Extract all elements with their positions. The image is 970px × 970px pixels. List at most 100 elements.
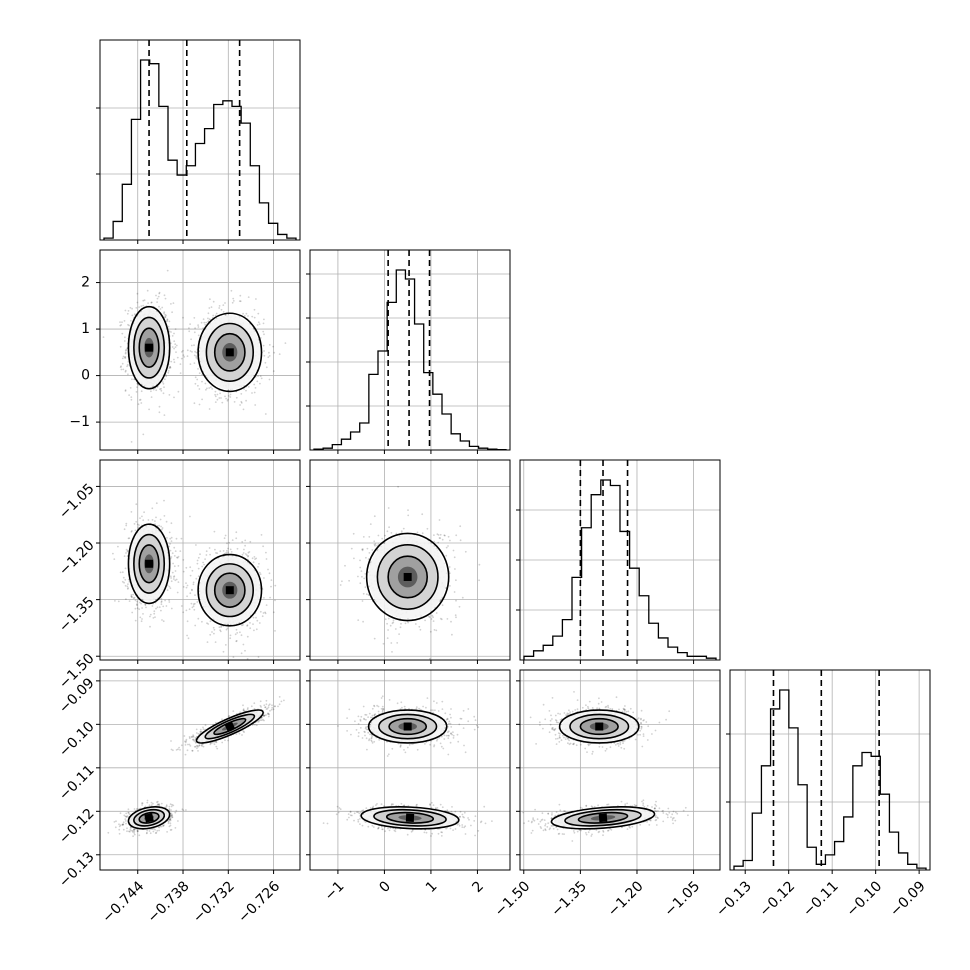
panel-0-3-density-1 xyxy=(195,709,264,744)
panel-0-1-contour-0-2 xyxy=(138,327,160,369)
panel-1-3-peak-0 xyxy=(403,722,412,731)
panel-2-3-density-1 xyxy=(550,806,656,830)
xtick-label-3-3: −0.10 xyxy=(844,878,886,920)
panel-1-3-frame xyxy=(309,669,511,871)
panel-0-1-contour-0-1 xyxy=(133,316,166,379)
panel-0-2-frame xyxy=(99,459,301,661)
ytick-label-2-2: −1.20 xyxy=(56,537,98,579)
panel-0-2-contour-1-2 xyxy=(213,572,246,608)
panel-1-2-density-0 xyxy=(365,532,450,622)
scatter-panel-2-3 xyxy=(516,669,721,874)
xtick-label-2-3: −1.05 xyxy=(662,878,704,920)
xtick-label-3-2: −0.11 xyxy=(800,878,842,920)
hist-panel-0 xyxy=(96,39,301,244)
xtick-label-1-3: 2 xyxy=(469,878,487,896)
panel-0-1-density-0 xyxy=(127,305,171,390)
xtick-label-0-0: −0.744 xyxy=(99,878,147,926)
panel-0-2-contour-1-1 xyxy=(205,563,255,618)
hist-panel-1 xyxy=(306,249,511,454)
panel-0-3-density-0 xyxy=(127,806,171,830)
xtick-label-3-4: −0.09 xyxy=(887,878,929,920)
xtick-label-2-0: −1.50 xyxy=(492,878,534,920)
panel-0-1-contour-0-0 xyxy=(127,305,171,390)
panel-2-3-frame xyxy=(519,669,721,871)
scatter-panel-1-3 xyxy=(306,669,511,874)
panel-0-1-peak-0 xyxy=(145,343,154,352)
panel-2-3-contour-1-2 xyxy=(577,811,629,824)
panel-0-2-contour-0-2 xyxy=(138,544,160,584)
hist-2-steps xyxy=(523,479,717,660)
panel-0-3-frame xyxy=(99,669,301,871)
panel-1-2-contour-0-2 xyxy=(387,555,429,599)
panel-1-3-contour-0-1 xyxy=(378,713,438,740)
xtick-label-3-1: −0.12 xyxy=(757,878,799,920)
panel-0-2-contour-1-0 xyxy=(197,553,263,627)
panel-1-3-density-1 xyxy=(360,806,460,830)
panel-0-1-contour-1-2 xyxy=(213,332,246,372)
panel-2-3-peak-1 xyxy=(598,813,608,823)
panel-0-2-peak-0 xyxy=(145,559,154,568)
panel-2-3-contour-1-0 xyxy=(550,806,656,830)
panel-1-2-peak-0 xyxy=(403,572,412,581)
panel-2-3-density-0 xyxy=(558,709,640,744)
panel-1-3-contour-0-2 xyxy=(388,717,428,736)
scatter-panel-0-2 xyxy=(96,459,301,664)
panel-2-3-contour-0-2 xyxy=(579,717,619,736)
hist-1-steps xyxy=(313,269,507,450)
panel-0-1-contour-1-1 xyxy=(205,322,255,382)
ytick-label-1-2: 1 xyxy=(81,321,90,337)
ytick-label-1-0: −1 xyxy=(69,414,90,430)
panel-0-2-contour-0-0 xyxy=(127,523,171,605)
xtick-label-0-3: −0.726 xyxy=(235,878,283,926)
panel-0-1-peak-1 xyxy=(225,348,234,357)
panel-1-2-contour-0-1 xyxy=(376,544,439,610)
ytick-label-1-1: 0 xyxy=(81,368,90,384)
xtick-label-0-2: −0.732 xyxy=(190,878,238,926)
panel-0-2-contour-0-1 xyxy=(133,533,166,594)
panel-0-3-peak-0 xyxy=(144,813,154,823)
panel-1-3-peak-1 xyxy=(405,813,415,823)
scatter-panel-1-2 xyxy=(306,459,511,664)
panel-1-2-contour-0-0 xyxy=(365,532,450,622)
hist-1-frame xyxy=(309,249,511,451)
panel-2-3-contour-1-1 xyxy=(564,808,642,827)
panel-2-3-peak-0 xyxy=(595,722,604,731)
panel-0-3-contour-1-2 xyxy=(213,717,247,736)
panel-1-3-density-0 xyxy=(367,709,448,744)
xtick-label-2-1: −1.35 xyxy=(548,878,590,920)
panel-0-3-contour-0-1 xyxy=(133,808,166,827)
xtick-label-0-1: −0.738 xyxy=(145,878,193,926)
xtick-label-1-1: 0 xyxy=(376,878,394,896)
hist-0-steps xyxy=(103,59,297,240)
panel-0-2-density-0 xyxy=(127,523,171,605)
hist-3-frame xyxy=(729,669,931,871)
scatter-panel-0-3 xyxy=(96,669,301,874)
scatter-panel-0-1 xyxy=(96,249,301,454)
ytick-label-3-3: −0.10 xyxy=(56,719,98,761)
xtick-label-3-0: −0.13 xyxy=(713,878,755,920)
panel-2-3-contour-0-1 xyxy=(569,713,630,740)
panel-0-2-density-1 xyxy=(197,553,263,627)
ytick-label-2-3: −1.05 xyxy=(56,481,98,523)
panel-0-2-peak-1 xyxy=(225,586,234,595)
hist-panel-3 xyxy=(726,669,931,874)
panel-1-3-contour-1-1 xyxy=(373,808,447,827)
panel-1-3-contour-1-0 xyxy=(360,806,460,830)
panel-0-3-contour-0-0 xyxy=(127,806,171,830)
hist-3-steps xyxy=(733,689,927,870)
xtick-label-1-2: 1 xyxy=(423,878,441,896)
panel-0-3-contour-1-0 xyxy=(195,709,264,744)
xtick-label-2-2: −1.20 xyxy=(605,878,647,920)
panel-1-2-frame xyxy=(309,459,511,661)
ytick-label-3-0: −0.13 xyxy=(56,849,98,891)
panel-0-1-frame xyxy=(99,249,301,451)
panel-0-1-density-1 xyxy=(197,312,263,393)
xtick-label-1-0: −1 xyxy=(322,878,348,904)
panel-1-3-contour-0-0 xyxy=(367,709,448,744)
panel-0-3-contour-0-2 xyxy=(138,811,160,824)
hist-panel-2 xyxy=(516,459,721,664)
panel-0-3-contour-1-1 xyxy=(204,713,256,740)
ytick-label-3-1: −0.12 xyxy=(56,806,98,848)
panel-0-1-contour-1-0 xyxy=(197,312,263,393)
ytick-label-2-1: −1.35 xyxy=(56,594,98,636)
